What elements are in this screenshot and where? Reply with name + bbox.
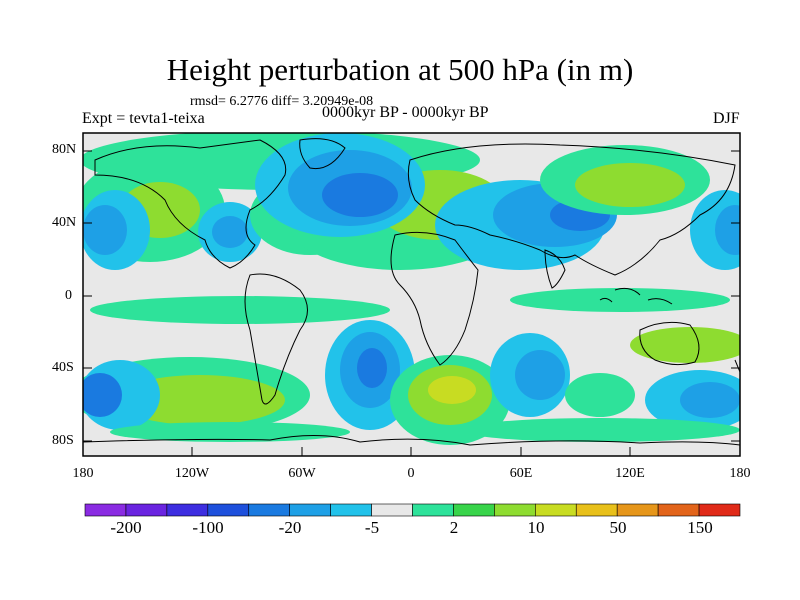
colorbar-swatch	[125, 503, 168, 517]
x-label-120w: 120W	[174, 466, 210, 481]
y-label-80n: 80N	[52, 142, 77, 157]
colorbar-swatch	[166, 503, 209, 517]
contour-field	[83, 133, 740, 446]
contour-region	[212, 216, 248, 248]
chart-title: Height perturbation at 500 hPa (in m)	[166, 52, 634, 87]
y-label-40s: 40S	[52, 360, 74, 375]
colorbar-swatch	[289, 503, 331, 517]
period-label: 0000kyr BP - 0000kyr BP	[322, 104, 489, 121]
contour-region	[428, 376, 476, 404]
south-america-outline	[244, 273, 308, 405]
stats-label: rmsd= 6.2776 diff= 3.20949e-08	[190, 94, 374, 109]
y-label-80s: 80S	[52, 433, 74, 448]
maritime-continent-outline	[599, 287, 673, 305]
contour-region	[83, 205, 127, 255]
colorbar-label: -100	[192, 518, 224, 537]
colorbar-swatch	[494, 503, 536, 517]
colorbar-swatch	[453, 503, 495, 517]
colorbar-swatch	[535, 503, 577, 517]
india-outline	[544, 249, 566, 289]
y-ticks	[83, 150, 740, 442]
greenland-outline	[299, 138, 346, 170]
contour-region	[83, 373, 122, 417]
contour-region	[630, 327, 740, 363]
colorbar-label: 10	[527, 518, 545, 537]
contour-region	[565, 373, 635, 417]
colorbar-swatch	[248, 503, 290, 517]
contour-region	[575, 163, 685, 207]
season-label: DJF	[713, 110, 740, 127]
contour-region	[460, 418, 740, 442]
x-label-180w: 180	[72, 466, 94, 481]
colorbar-swatch	[84, 503, 127, 517]
eurasia-outline	[407, 143, 736, 276]
australia-outline	[639, 321, 700, 366]
x-label-120e: 120E	[615, 466, 645, 481]
contour-region	[322, 173, 398, 217]
y-label-40n: 40N	[52, 215, 77, 230]
africa-outline	[390, 231, 479, 366]
colorbar-swatch	[371, 503, 413, 517]
x-ticks	[82, 447, 741, 456]
experiment-label: Expt = tevta1-teixa	[82, 110, 205, 127]
colorbar-swatch	[330, 503, 372, 517]
colorbar-swatch	[575, 503, 618, 517]
x-label-0: 0	[407, 466, 415, 481]
contour-region	[510, 288, 730, 312]
colorbar-swatch	[698, 503, 741, 517]
colorbar-label: 50	[609, 518, 627, 537]
coastlines	[83, 138, 740, 446]
colorbar	[84, 503, 741, 517]
colorbar-label: 2	[449, 518, 459, 537]
contour-region	[680, 382, 740, 418]
contour-region	[515, 350, 565, 400]
y-label-0: 0	[65, 288, 72, 303]
colorbar-label: -200	[110, 518, 142, 537]
contour-region	[715, 205, 740, 255]
new-zealand-outline	[734, 359, 740, 373]
colorbar-swatch	[616, 503, 659, 517]
x-label-180e: 180	[729, 466, 751, 481]
north-america-outline	[94, 139, 287, 269]
contour-region	[90, 296, 390, 324]
colorbar-label: -5	[364, 518, 380, 537]
colorbar-label: -20	[278, 518, 302, 537]
colorbar-swatch	[207, 503, 250, 517]
x-label-60e: 60E	[509, 466, 533, 481]
colorbar-swatch	[657, 503, 700, 517]
antarctica-outline	[83, 435, 740, 446]
colorbar-label: 150	[687, 518, 713, 537]
x-label-60w: 60W	[288, 466, 316, 481]
colorbar-swatch	[412, 503, 454, 517]
contour-region	[357, 348, 387, 388]
